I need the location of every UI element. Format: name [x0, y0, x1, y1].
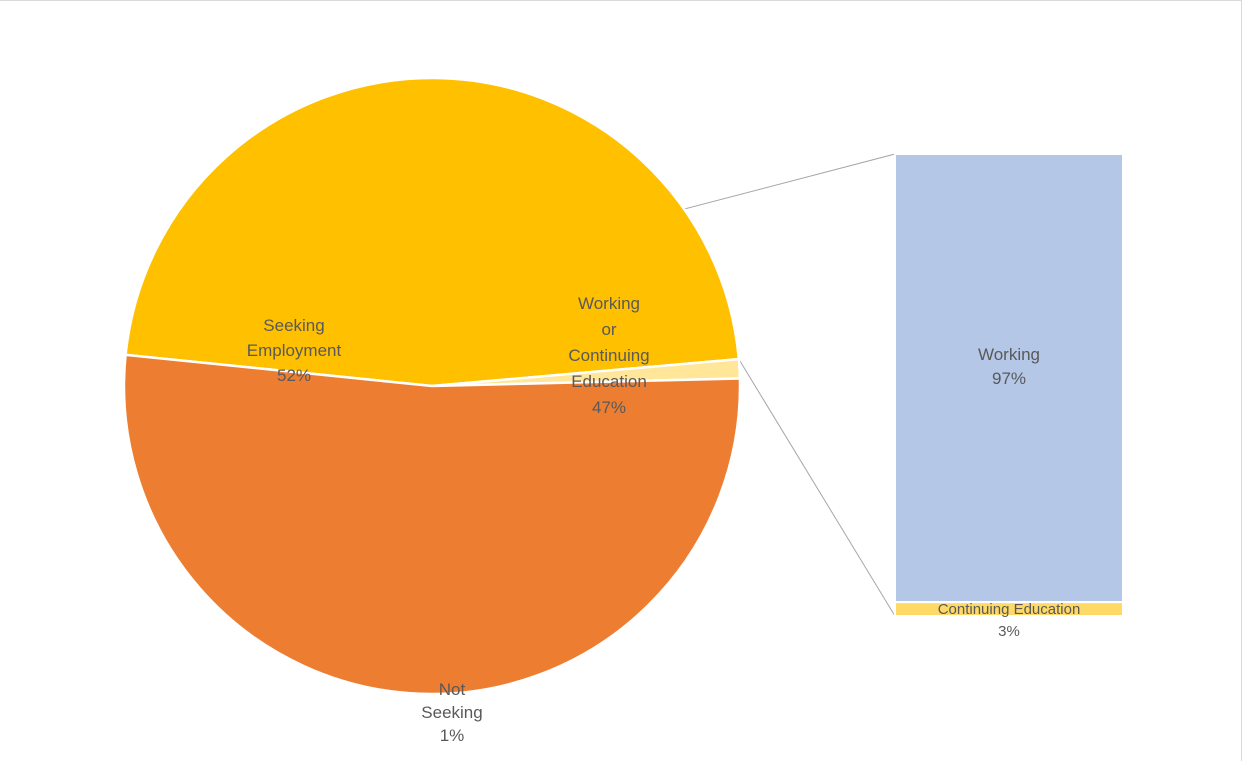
- data-label-continuing-0: Continuing Education: [938, 601, 1081, 618]
- data-label-working-or-cont-0: Working: [578, 294, 640, 313]
- data-label-working-1: 97%: [992, 369, 1026, 388]
- connector-line-bottom: [738, 358, 896, 617]
- data-label-working-or-cont-4: 47%: [592, 398, 626, 417]
- data-label-continuing-1: 3%: [998, 623, 1020, 640]
- data-labels: Seeking Employment 52% Working or Continuing E…: [247, 294, 1081, 745]
- data-label-working-or-cont-2: Continuing: [568, 346, 649, 365]
- pie-slices: [122, 76, 742, 696]
- data-label-working-or-cont-3: Education: [571, 372, 647, 391]
- data-label-not-seeking-0: Not: [439, 680, 466, 699]
- data-label-seeking-0: Seeking: [263, 316, 324, 335]
- bar-segment-continuing: [894, 601, 1124, 618]
- data-label-working-0: Working: [978, 345, 1040, 364]
- data-label-seeking-2: 52%: [277, 366, 311, 385]
- pie-slice-working-or-cont: [124, 76, 741, 388]
- data-label-not-seeking-1: Seeking: [421, 703, 482, 722]
- data-label-not-seeking-2: 1%: [440, 726, 465, 745]
- bar-segments: [894, 153, 1124, 618]
- data-label-working-or-cont-1: or: [601, 320, 616, 339]
- pie-slice-seeking: [122, 353, 742, 696]
- data-label-seeking-1: Employment: [247, 341, 342, 360]
- bar-segment-working: [894, 153, 1124, 604]
